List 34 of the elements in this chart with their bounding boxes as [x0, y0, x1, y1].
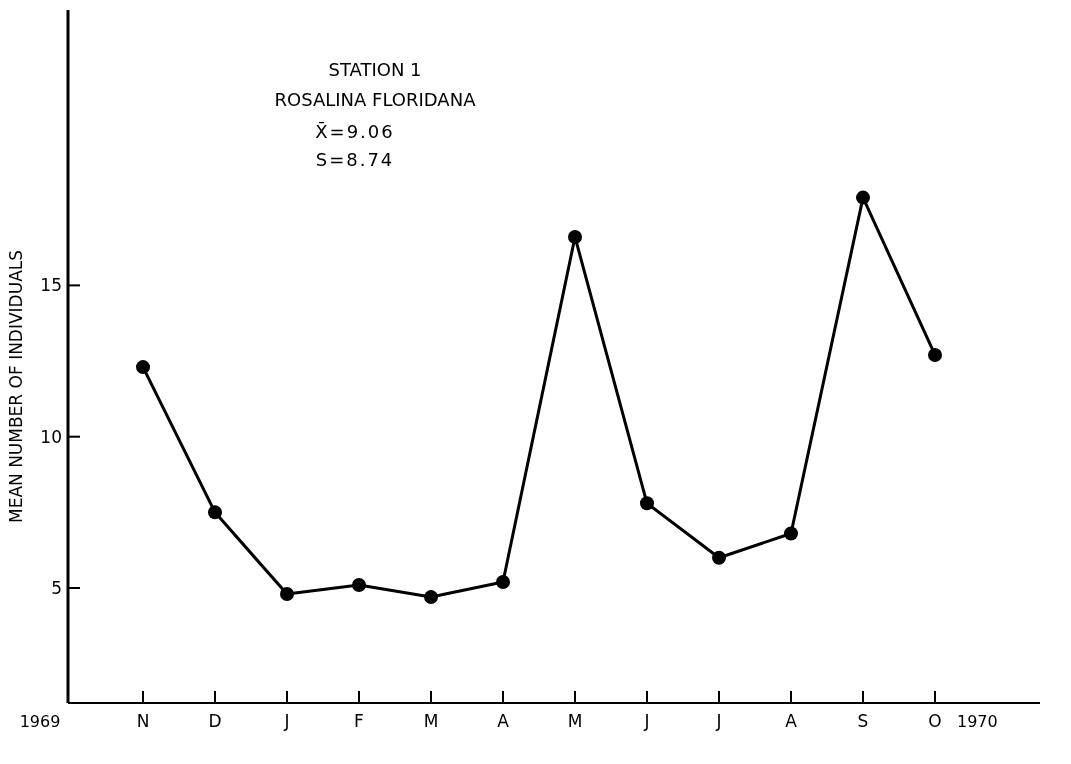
- point: [136, 360, 150, 375]
- x-tick-label: A: [785, 711, 798, 731]
- point: [712, 550, 726, 565]
- annotation: X̄=9.06: [315, 120, 395, 142]
- text: STATION 1: [328, 59, 422, 80]
- point: [424, 590, 438, 605]
- y-tick-label: 15: [40, 275, 62, 296]
- text: ROSALINA FLORIDANA: [274, 89, 477, 110]
- point: [352, 577, 366, 592]
- x-tick-label: S: [857, 711, 869, 731]
- point: [568, 229, 582, 244]
- point: [640, 496, 654, 511]
- point: [208, 505, 222, 520]
- y-axis-title: MEAN NUMBER OF INDIVIDUALS: [6, 249, 26, 524]
- x-tick-label: F: [354, 711, 364, 731]
- x-tick-label: M: [423, 711, 439, 731]
- point: [784, 526, 798, 541]
- x-tick-label: N: [136, 711, 150, 731]
- x-tick-label: M: [567, 711, 583, 731]
- x-tick-label: J: [283, 711, 290, 731]
- x-tick-label: D: [208, 711, 222, 731]
- text: 1969: [19, 712, 61, 731]
- point: [280, 587, 294, 602]
- point: [856, 190, 870, 205]
- annotation: S=8.74: [315, 149, 395, 170]
- x-tick-label: O: [928, 711, 942, 731]
- y-tick-label: 5: [51, 577, 62, 598]
- x-tick-label: J: [715, 711, 722, 731]
- point: [496, 574, 510, 589]
- x-tick-label: J: [643, 711, 650, 731]
- point: [928, 347, 942, 362]
- x-tick-label: A: [497, 711, 510, 731]
- y-tick-label: 10: [40, 426, 62, 447]
- text: 1970: [957, 712, 998, 731]
